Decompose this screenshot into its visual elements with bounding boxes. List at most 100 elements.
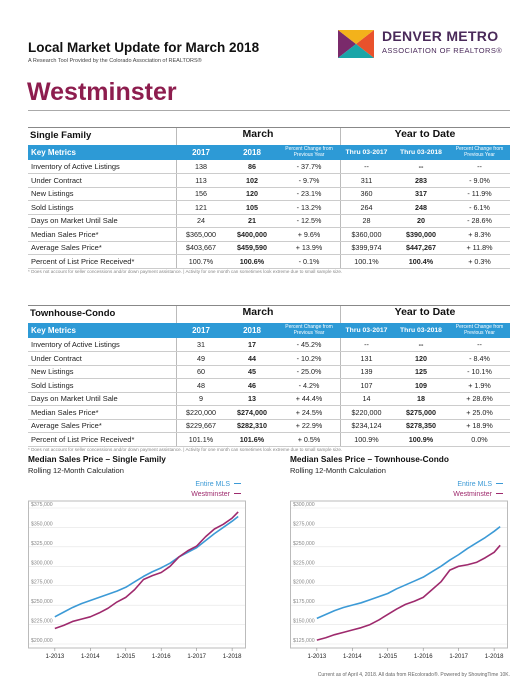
table-cell: 248 [415, 202, 427, 212]
y-tick-label: $275,000 [293, 521, 315, 527]
series-line [316, 544, 501, 641]
chart: Median Sales Price – Single Family Rollin… [28, 454, 246, 660]
table-cell: + 8.3% [468, 229, 491, 239]
table-cell: 101.1% [188, 434, 214, 444]
table-cell: - 45.2% [296, 340, 322, 349]
row-rule [28, 240, 510, 241]
divider [28, 110, 510, 111]
row-rule [28, 405, 510, 406]
table-cell: $282,310 [237, 421, 267, 430]
table-cell: - 13.2% [296, 202, 322, 212]
group-header: Year to Date [394, 306, 456, 318]
area-title: Westminster [27, 78, 177, 106]
column-header: 2017 [192, 326, 210, 335]
table-cell: + 22.9% [295, 421, 323, 430]
table-cell: Days on Market Until Sale [31, 394, 118, 403]
table-cell: 100.6% [239, 256, 265, 266]
table-cell: Percent of List Price Received* [31, 434, 135, 444]
x-tick-label: 1-2014 [343, 654, 362, 660]
section-title: Townhouse-Condo [30, 308, 116, 319]
column-header: Thru 03-2018 [400, 149, 442, 156]
table-cell: 46 [248, 380, 256, 390]
title: Local Market Update for March 2018 [28, 40, 260, 55]
table-cell: Sold Listings [31, 202, 74, 212]
table-cell: 9 [199, 394, 203, 403]
row-rule [28, 391, 510, 392]
table-cell: - 12.5% [296, 216, 322, 225]
row-rule [28, 254, 510, 255]
table-cell: 100.9% [354, 434, 379, 444]
table-cell: 18 [417, 394, 425, 403]
table-cell: 100.9% [408, 434, 434, 444]
table-cell: + 25.0% [466, 407, 493, 417]
footnote: * Does not account for seller concession… [28, 447, 343, 452]
y-tick-label: $225,000 [293, 560, 315, 566]
chart-subtitle: Rolling 12-Month Calculation [28, 466, 124, 475]
table-cell: 48 [197, 380, 205, 390]
table-cell: $390,000 [406, 229, 436, 239]
x-tick-label: 1-2015 [378, 654, 397, 660]
table-cell: 60 [197, 367, 205, 376]
y-tick-label: $275,000 [31, 580, 53, 586]
table-cell: + 0.3% [468, 256, 491, 266]
table-cell: 120 [415, 353, 427, 363]
x-tick-label: 1-2017 [449, 654, 468, 660]
table-cell: 100.7% [188, 256, 214, 266]
table-cell: 0.0% [471, 434, 488, 444]
table-cell: - 25.0% [296, 367, 322, 376]
table-cell: -- [477, 162, 482, 171]
table-cell: + 24.5% [295, 407, 323, 417]
row-rule [28, 378, 510, 379]
table-cell: $220,000 [186, 407, 216, 417]
table-cell: - 10.2% [296, 353, 322, 363]
table-cell: 17 [248, 340, 256, 349]
row-rule [28, 227, 510, 228]
row-rule [28, 432, 510, 433]
group-separator [340, 128, 341, 268]
table-cell: 131 [360, 353, 373, 363]
table-cell: 100.4% [408, 256, 434, 266]
table-cell: 102 [246, 175, 258, 185]
column-header: Thru 03-2018 [400, 327, 442, 334]
table-cell: 101.6% [239, 434, 265, 444]
subtitle: A Research Tool Provided by the Colorado… [28, 58, 202, 64]
table-cell: Inventory of Active Listings [31, 162, 120, 171]
table-cell: -- [418, 162, 424, 171]
table-cell: + 28.6% [466, 394, 493, 403]
table-cell: 109 [415, 380, 427, 390]
table-cell: New Listings [31, 189, 74, 198]
x-tick-label: 1-2018 [485, 654, 504, 660]
table-cell: - 4.2% [298, 380, 320, 390]
section-rule [28, 305, 510, 306]
footnote: * Does not account for seller concession… [28, 269, 343, 274]
table-cell: $360,000 [351, 229, 382, 239]
table-cell: + 1.9% [468, 380, 491, 390]
table-cell: $275,000 [406, 407, 436, 417]
table-cell: Average Sales Price* [31, 243, 102, 252]
table-cell: 107 [360, 380, 373, 390]
column-header: Thru 03-2017 [345, 327, 388, 334]
table-cell: $447,267 [406, 243, 436, 252]
table-cell: + 13.9% [295, 243, 323, 252]
plot-frame [290, 500, 508, 649]
table-cell: 13 [248, 394, 256, 403]
row-rule [28, 186, 510, 187]
y-tick-label: $250,000 [31, 599, 53, 605]
section-title: Single Family [30, 130, 92, 141]
x-tick-label: 1-2016 [414, 654, 433, 660]
y-tick-label: $250,000 [293, 541, 315, 547]
table-cell: + 0.5% [297, 434, 321, 444]
table-cell: - 8.4% [469, 353, 490, 363]
column-header: Key Metrics [31, 326, 76, 335]
row-rule [28, 364, 510, 365]
group-header: March [242, 306, 274, 318]
chart: Median Sales Price – Townhouse-Condo Roll… [290, 454, 508, 660]
row-rule [28, 445, 510, 446]
table-cell: 311 [360, 175, 373, 185]
table-cell: $399,974 [351, 243, 382, 252]
group-header: Year to Date [394, 128, 456, 140]
row-rule [28, 173, 510, 174]
table-cell: 121 [195, 202, 207, 212]
table-cell: 125 [415, 367, 427, 376]
